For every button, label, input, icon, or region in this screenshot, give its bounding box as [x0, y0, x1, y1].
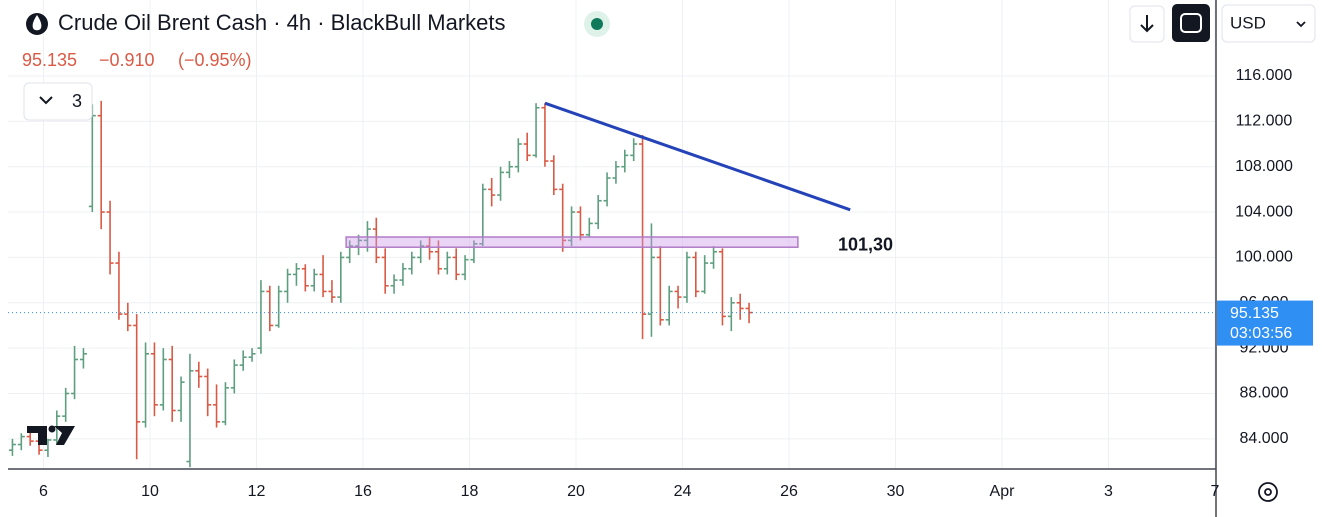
x-tick-label: 6: [39, 483, 48, 500]
fullscreen-icon: [1180, 13, 1202, 33]
dropdown-icon: [1296, 21, 1306, 28]
x-tick-label: 26: [780, 483, 798, 500]
x-tick-label: 30: [887, 483, 905, 500]
support-zone: [345, 236, 799, 248]
y-tick-label: 112.000: [1236, 113, 1293, 130]
settings-icon: [1264, 488, 1272, 496]
y-tick-label: 88.000: [1240, 385, 1289, 402]
watermark-logo-dot: [48, 425, 56, 433]
last-price: 95.135: [22, 50, 77, 70]
grid: [8, 0, 1216, 468]
y-tick-label: 108.000: [1235, 158, 1293, 175]
chevron-icon: [39, 96, 53, 105]
x-tick-label: 3: [1104, 483, 1113, 500]
x-tick-label: 12: [248, 483, 266, 500]
x-tick-label: 18: [461, 483, 479, 500]
x-tick-label: 20: [567, 483, 585, 500]
last-price-label: 95.135: [1230, 305, 1279, 322]
last-price-box: [1217, 300, 1313, 346]
trend-line: [544, 101, 851, 212]
symbol-logo-drop: [32, 15, 42, 31]
watermark-logo: [27, 426, 75, 445]
y-tick-label: 84.000: [1240, 430, 1289, 447]
arrow-icon: [1140, 15, 1154, 33]
currency-select[interactable]: [1221, 4, 1316, 43]
indicators-toggle[interactable]: [23, 82, 93, 121]
price-change: −0.910: [99, 50, 155, 70]
y-tick-label: 100.000: [1235, 249, 1293, 266]
x-tick-label: 24: [674, 483, 692, 500]
plot: 101,30: [8, 100, 1215, 468]
countdown: 03:03:56: [1230, 325, 1292, 342]
y-tick-label: 116.000: [1236, 67, 1293, 84]
x-tick-label: 7: [1211, 483, 1220, 500]
axes: 84.00088.00092.00096.000100.000104.00010…: [39, 67, 1313, 500]
market-status-dot: [591, 18, 603, 30]
currency: USD: [1230, 13, 1266, 32]
x-tick-label: Apr: [990, 483, 1016, 500]
settings-button[interactable]: [1258, 482, 1278, 502]
x-tick-label: 16: [354, 483, 372, 500]
indicator-count: 3: [72, 91, 82, 111]
price-change-pct: (−0.95%): [178, 50, 252, 70]
y-tick-label: 104.000: [1235, 203, 1293, 220]
zone-label: 101,30: [838, 234, 893, 254]
chart-title: Crude Oil Brent Cash · 4h · BlackBull Ma…: [58, 10, 506, 35]
fullscreen-button[interactable]: [1172, 4, 1210, 42]
x-tick-label: 10: [141, 483, 159, 500]
